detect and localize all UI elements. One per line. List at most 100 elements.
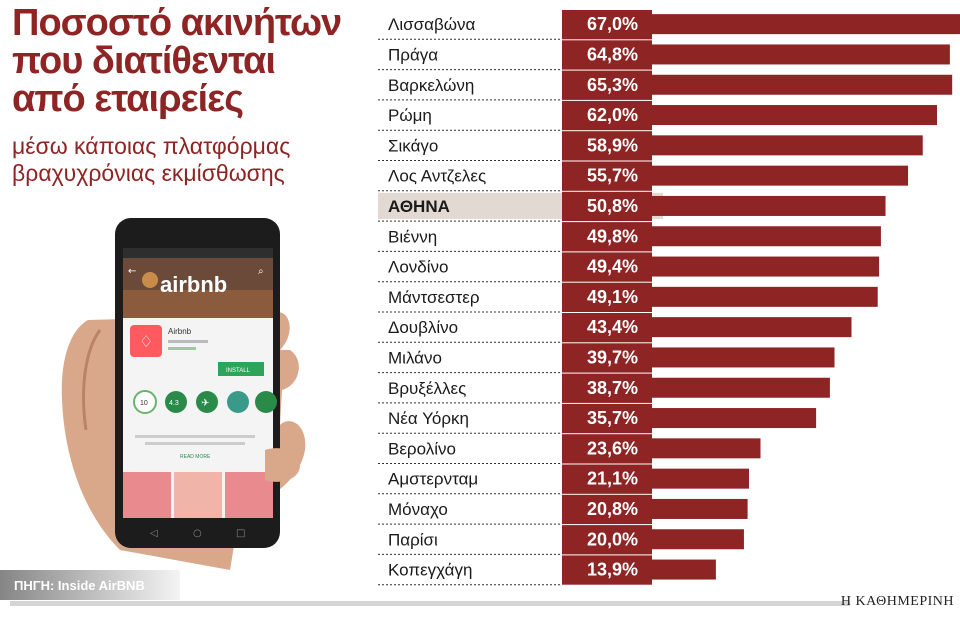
value-label: 23,6% [587,438,638,458]
value-box [562,10,652,40]
value-label: 35,7% [587,408,638,428]
value-label: 39,7% [587,347,638,367]
category-label: Λισσαβώνα [388,15,475,34]
category-label: Σικάγο [388,136,438,155]
value-box [562,222,652,252]
value-box [562,373,652,403]
bar [652,468,749,489]
category-label: Λονδίνο [388,258,449,277]
downloads-badge [133,390,157,414]
source-backdrop [0,570,180,600]
value-box [562,191,652,222]
value-box [562,161,652,191]
bar [652,408,817,429]
value-box [562,343,652,373]
svg-text:10: 10 [140,400,148,407]
value-label: 50,8% [587,196,638,216]
value-label: 64,8% [587,44,638,64]
value-label: 38,7% [587,378,638,398]
nav-home-icon: ○ [193,528,202,539]
value-box [562,313,652,343]
read-more-label: READ MORE [180,454,211,460]
nav-recent-icon: □ [236,528,245,539]
travel-icon [196,391,218,413]
bar [652,347,835,368]
value-label: 49,4% [587,257,638,277]
app-name: Airbnb [168,327,192,336]
bar [652,498,748,519]
phone-photo: airbnb ← ⌕ ♢ Airbnb INSTALL 10 4.3 ✈ REA… [61,218,306,570]
chart-title: Ποσοστό ακινήτων που διατίθενται από ετα… [12,2,342,120]
category-label: Αμστερνταμ [388,470,478,489]
value-box [562,100,652,131]
category-label: Βερολίνο [388,439,456,458]
value-label: 58,9% [587,135,638,155]
category-label: Μόναχο [388,500,448,519]
value-label: 55,7% [587,166,638,186]
publisher-logo: Η ΚΑΘΗΜΕΡΙΝΗ [840,594,954,609]
svg-text:✈: ✈ [201,398,209,409]
bar [652,438,761,459]
value-box [562,434,652,464]
value-label: 67,0% [587,14,638,34]
airbnb-app-icon [130,325,162,357]
bar [652,559,716,580]
svg-text:♢: ♢ [139,332,153,351]
category-label: ΑΘΗΝΑ [388,197,450,216]
svg-text:4.3: 4.3 [169,400,179,407]
search-icon: ⌕ [258,266,264,277]
value-label: 20,0% [587,529,638,549]
bar [652,195,886,216]
value-label: 21,1% [587,469,638,489]
thumb-shape [265,448,300,482]
value-box [562,525,652,555]
bottom-rule [10,601,850,606]
airbnb-wordmark: airbnb [160,272,227,297]
value-label: 20,8% [587,499,638,519]
category-label: Μιλάνο [388,348,442,367]
category-label: Κοπεγχάγη [388,561,472,580]
category-label: Παρίσι [388,530,438,549]
install-label: INSTALL [226,368,251,374]
category-label: Νέα Υόρκη [388,409,469,428]
value-label: 49,1% [587,287,638,307]
bar [652,44,950,65]
bar [652,226,881,247]
value-label: 65,3% [587,75,638,95]
category-label: Βρυξέλλες [388,379,466,398]
bar [652,529,744,550]
value-box [562,252,652,282]
bar [652,135,923,156]
bar [652,105,938,126]
value-label: 62,0% [587,105,638,125]
bar [652,256,880,277]
value-label: 13,9% [587,560,638,580]
value-box [562,494,652,525]
bar-chart: Λισσαβώνα 67,0% Πράγα 64,8% Βαρκελώνη 65,3% Ρώ… [378,10,960,586]
value-box [562,555,652,585]
back-arrow-icon: ← [128,266,136,277]
value-box [562,70,652,100]
nav-back-icon: ◁ [150,528,158,539]
bar [652,165,909,186]
category-label: Βαρκελώνη [388,76,474,95]
bar [652,377,830,398]
value-box [562,282,652,312]
rating-badge [165,391,187,413]
category-label: Μάντσεστερ [388,288,480,307]
chart-subtitle: μέσω κάποιας πλατφόρμας βραχυχρόνιας εκμ… [12,133,291,186]
value-label: 43,4% [587,317,638,337]
value-box [562,403,652,434]
value-box [562,40,652,70]
category-label: Βιέννη [388,227,437,246]
bar [652,286,878,307]
category-label: Ρώμη [388,106,432,125]
bar [652,317,852,338]
value-box [562,464,652,494]
globe-icon [227,391,249,413]
bar [652,74,953,95]
category-label: Λος Αντζελες [388,167,486,186]
category-label: Δουβλίνο [388,318,458,337]
bar [652,14,960,35]
value-label: 49,8% [587,226,638,246]
